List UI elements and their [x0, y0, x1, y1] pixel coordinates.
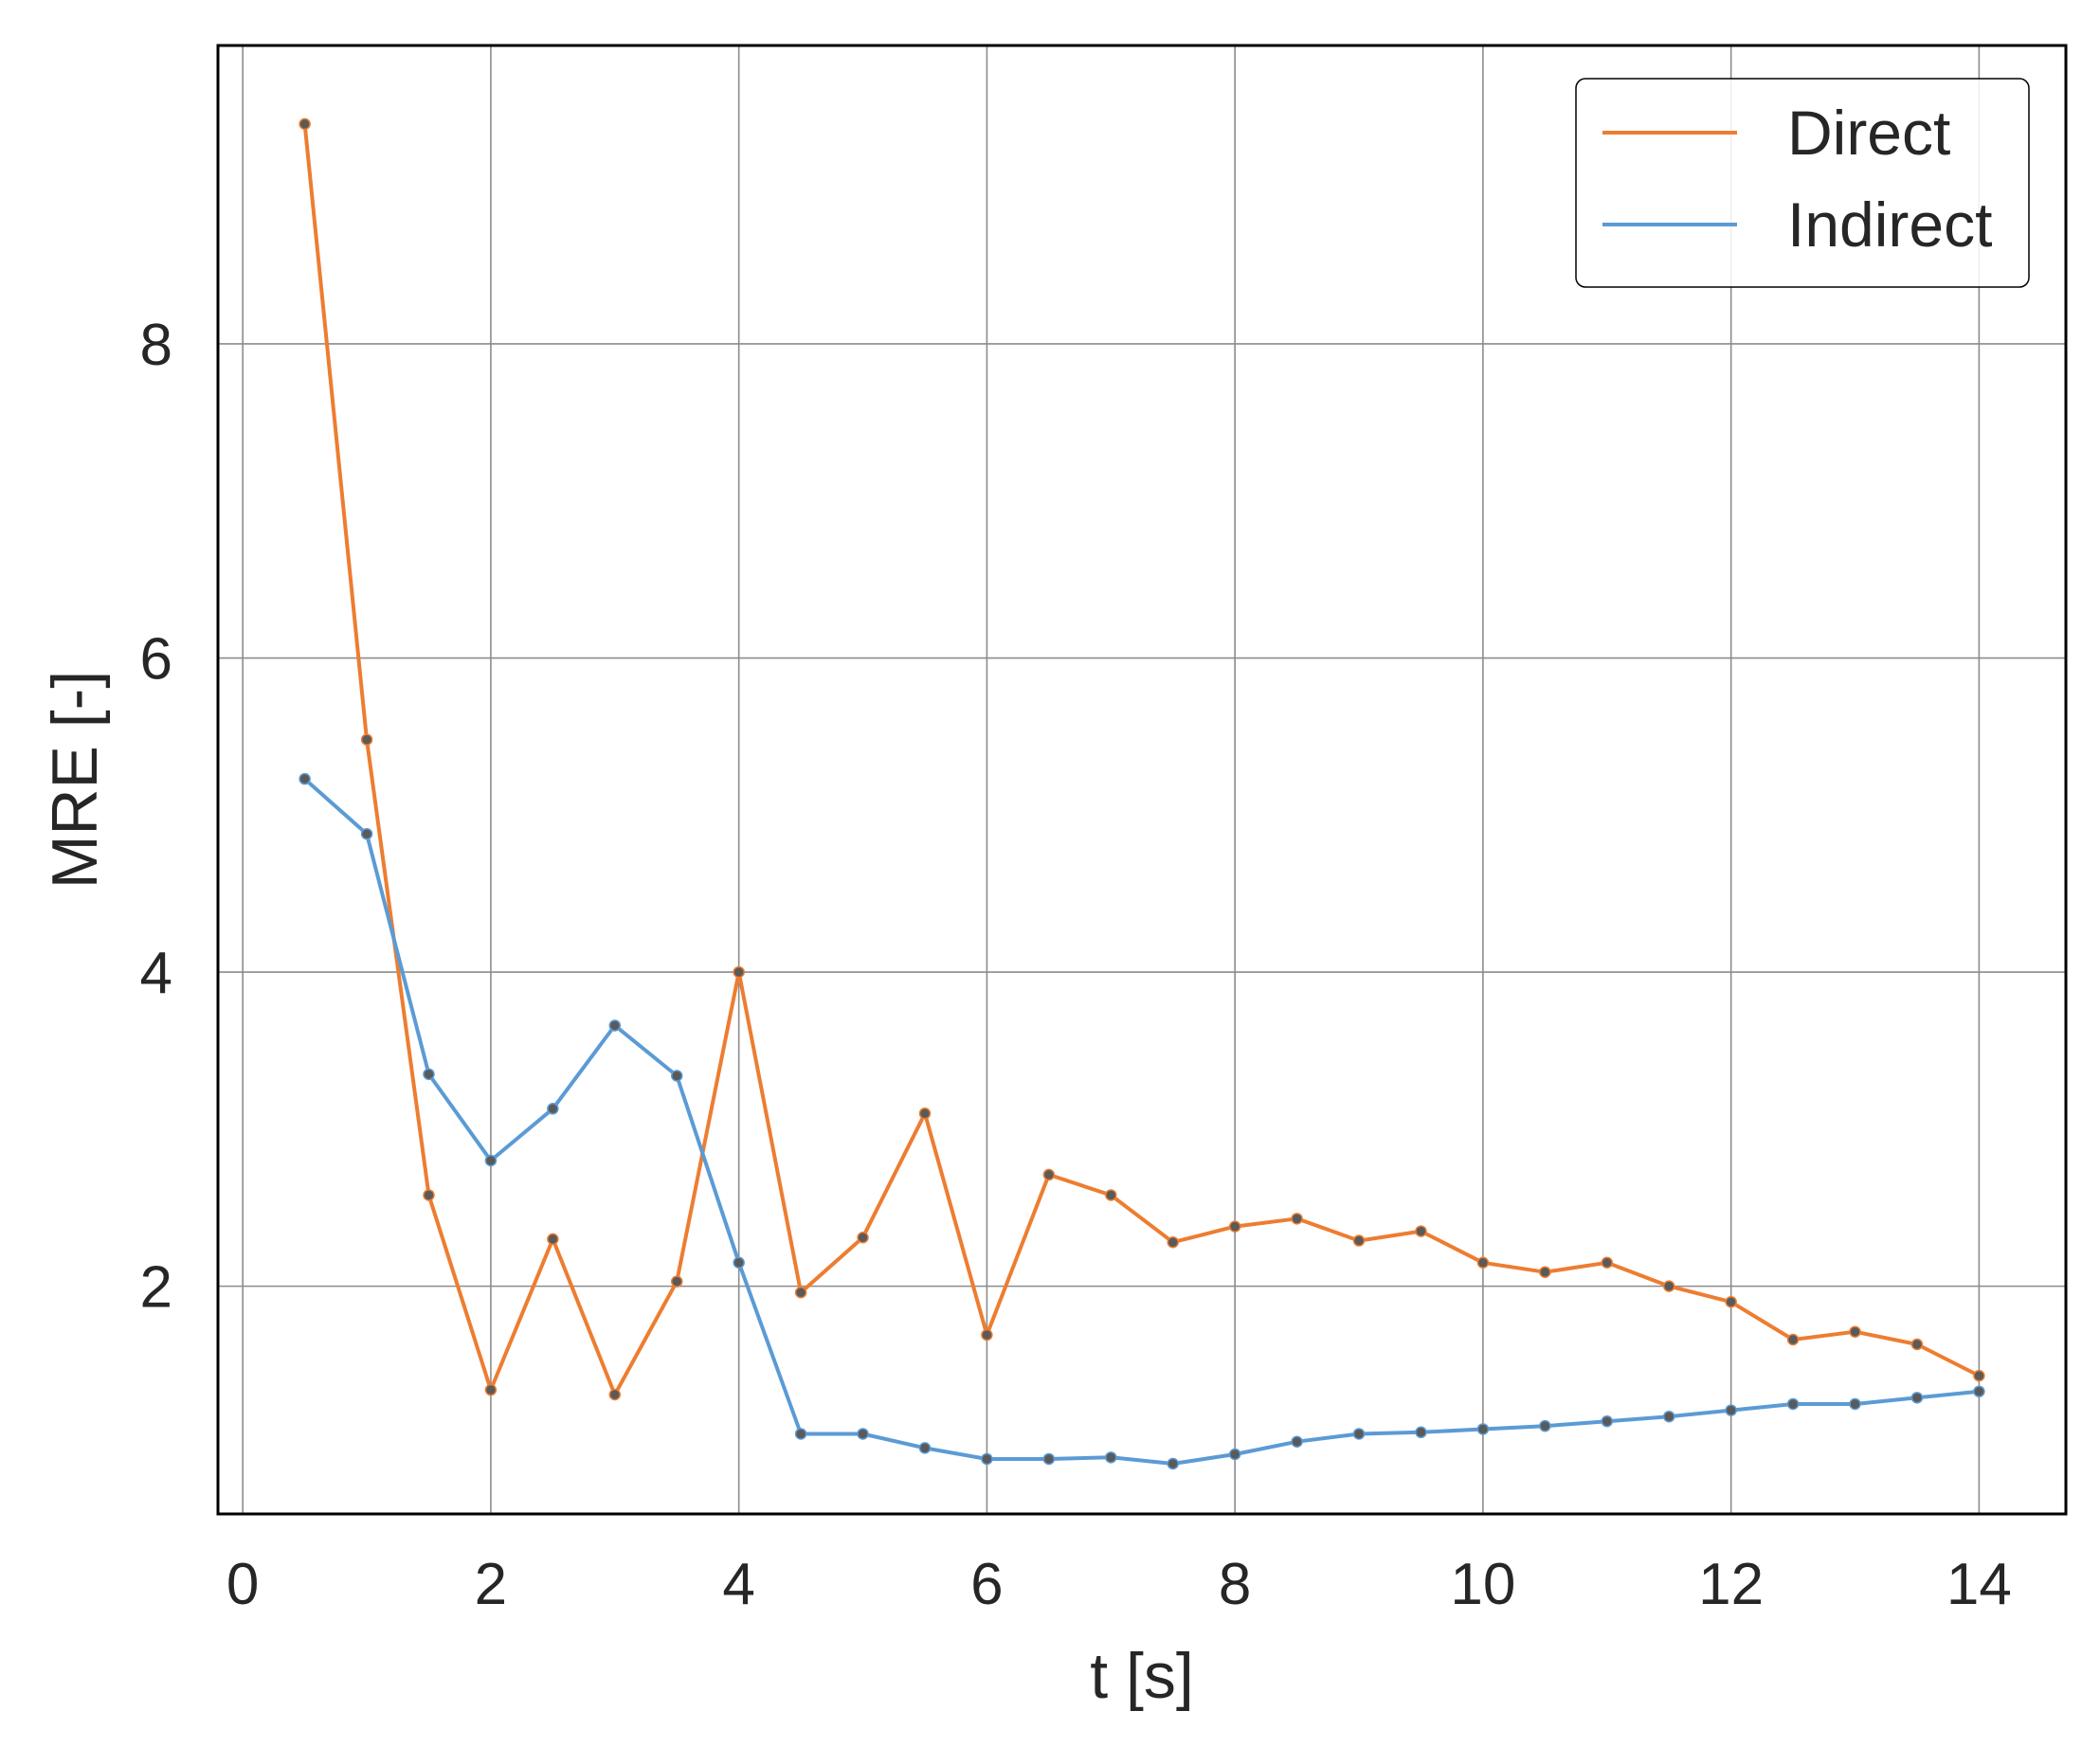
data-point: [857, 1231, 869, 1244]
data-point: [1786, 1333, 1800, 1346]
data-point: [608, 1019, 622, 1032]
data-point: [1601, 1256, 1614, 1270]
data-point: [1105, 1451, 1117, 1464]
x-tick-label: 14: [1946, 1552, 2012, 1617]
data-point: [1042, 1452, 1056, 1466]
x-tick-label: 8: [1219, 1552, 1251, 1617]
y-tick-label: 8: [140, 313, 172, 378]
grid: [218, 45, 2066, 1514]
data-point: [981, 1452, 993, 1466]
data-point: [1415, 1225, 1427, 1237]
data-point: [794, 1428, 807, 1440]
series-2: [299, 772, 1985, 1470]
data-point: [1849, 1397, 1861, 1411]
data-point: [733, 1256, 745, 1270]
y-tick-label: 4: [140, 941, 172, 1006]
data-point: [608, 1388, 622, 1401]
data-point: [1539, 1419, 1551, 1432]
data-point: [1849, 1325, 1861, 1338]
data-point: [794, 1287, 807, 1299]
y-axis-title: MRE [-]: [39, 671, 111, 889]
data-point: [360, 733, 373, 746]
data-point: [547, 1103, 559, 1115]
data-point: [1539, 1266, 1551, 1278]
series-line: [303, 777, 1980, 1466]
tick-labels: 0 2 4 6 8 10 12 14 2 4 6 8: [140, 313, 2012, 1617]
legend-label: Direct: [1787, 98, 1950, 168]
data-point: [423, 1189, 435, 1201]
legend: Direct Indirect: [1575, 78, 2030, 288]
data-point: [733, 965, 745, 979]
x-axis-title: t [s]: [1090, 1640, 1194, 1712]
data-point: [981, 1328, 993, 1342]
data-point: [918, 1442, 932, 1454]
series-1: [299, 117, 1985, 1401]
data-point: [547, 1233, 559, 1246]
data-point: [1601, 1414, 1614, 1428]
data-point: [1291, 1213, 1303, 1225]
data-point: [918, 1108, 932, 1120]
data-point: [1910, 1338, 1924, 1351]
data-point: [1662, 1280, 1675, 1292]
x-tick-label: 10: [1450, 1552, 1515, 1617]
data-point: [299, 117, 311, 131]
data-point: [1352, 1234, 1366, 1247]
data-point: [1662, 1410, 1675, 1423]
data-point: [1291, 1435, 1303, 1448]
data-point: [670, 1070, 683, 1082]
x-tick-label: 2: [475, 1552, 507, 1617]
series-line: [302, 123, 1981, 1396]
data-point: [1786, 1397, 1800, 1411]
data-point: [360, 827, 373, 840]
data-point: [1476, 1256, 1490, 1270]
x-tick-label: 12: [1698, 1552, 1764, 1617]
legend-label: Indirect: [1787, 189, 1992, 260]
data-point: [1167, 1457, 1179, 1470]
data-point: [1167, 1235, 1179, 1249]
x-tick-label: 4: [722, 1552, 754, 1617]
data-point: [299, 772, 311, 785]
x-tick-label: 6: [970, 1552, 1003, 1617]
data-point: [1415, 1426, 1427, 1439]
plot-series: [299, 117, 1985, 1470]
data-point: [1910, 1392, 1924, 1404]
data-point: [1352, 1428, 1366, 1440]
data-point: [484, 1154, 498, 1167]
data-point: [1973, 1369, 1985, 1382]
data-point: [1725, 1404, 1737, 1416]
data-point: [1725, 1295, 1737, 1308]
data-point: [1228, 1220, 1241, 1233]
data-point: [1476, 1423, 1490, 1435]
y-tick-label: 2: [140, 1255, 172, 1321]
data-point: [1228, 1448, 1241, 1461]
data-point: [423, 1068, 435, 1081]
x-tick-label: 0: [226, 1552, 259, 1617]
data-point: [484, 1383, 498, 1396]
data-point: [1105, 1189, 1117, 1201]
plot-frame: [216, 44, 2068, 1516]
data-point: [1042, 1168, 1056, 1181]
data-point: [670, 1275, 683, 1288]
y-tick-label: 6: [140, 627, 172, 693]
data-point: [1973, 1385, 1985, 1397]
data-point: [857, 1428, 869, 1440]
